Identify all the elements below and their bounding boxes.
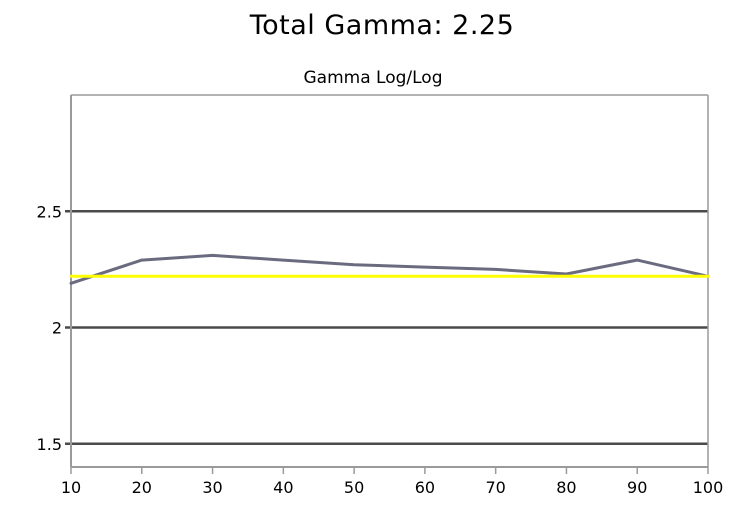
measured-gamma-point	[636, 258, 639, 262]
x-tick-label: 80	[556, 478, 576, 497]
target-gamma-point	[140, 275, 143, 278]
grid-layer	[65, 210, 708, 445]
measured-gamma-point	[352, 263, 356, 266]
measured-gamma-point	[69, 282, 73, 285]
target-gamma-point	[423, 275, 427, 278]
target-gamma-point	[565, 275, 568, 278]
target-gamma-point	[211, 275, 214, 278]
measured-gamma-point	[494, 268, 497, 271]
measured-gamma-point	[211, 254, 214, 257]
target-gamma-point	[494, 275, 497, 278]
measured-gamma-point	[565, 272, 568, 276]
target-gamma-point	[636, 275, 639, 278]
x-tick-label: 70	[485, 478, 505, 497]
measured-gamma-line	[69, 253, 710, 285]
x-tick-label: 50	[344, 478, 364, 497]
x-tick-label: 100	[693, 478, 724, 497]
x-tick-label: 10	[61, 478, 81, 497]
measured-gamma-point	[140, 258, 143, 262]
measured-gamma-point	[282, 258, 285, 262]
target-gamma-point	[282, 275, 285, 278]
y-tick-label: 1.5	[37, 435, 62, 454]
y-tick-label: 2	[52, 319, 62, 338]
target-gamma-point	[706, 275, 710, 278]
target-gamma-point	[69, 275, 73, 278]
x-tick-label: 30	[202, 478, 222, 497]
y-tick-label: 2.5	[37, 202, 62, 221]
page-title: Total Gamma: 2.25	[249, 10, 515, 41]
x-tick-label: 40	[273, 478, 293, 497]
chart-title: Gamma Log/Log	[303, 68, 443, 88]
x-tick-label: 60	[415, 478, 435, 497]
axis-layer	[70, 94, 709, 474]
tick-labels: 1.5 2 2.5 10 20 30 40 50 60 70 80 90 100	[37, 202, 724, 497]
measured-gamma-point	[423, 265, 427, 269]
x-tick-label: 90	[627, 478, 647, 497]
series-layer	[69, 253, 710, 285]
target-gamma-point	[352, 275, 356, 278]
x-tick-label: 20	[132, 478, 152, 497]
